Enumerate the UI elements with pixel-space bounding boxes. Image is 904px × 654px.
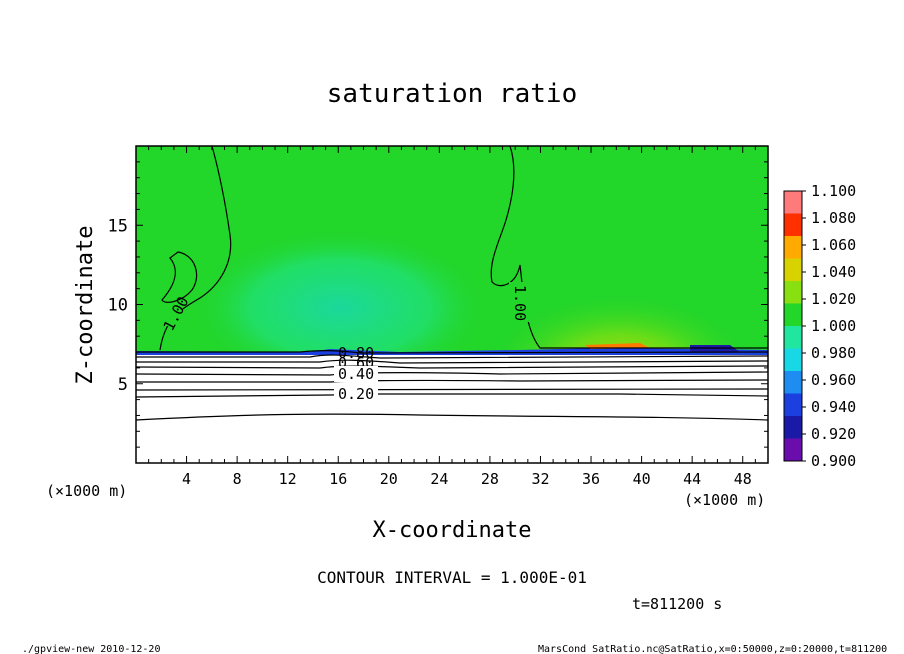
colorbar-swatch [784,236,802,259]
contour-label-0-40: 0.40 [338,365,374,383]
contour-label-0-80: 0.80 [338,344,374,362]
contour-labels: 1.00 1.00 0.80 0.60 0.40 0.20 [158,282,531,403]
dry-region [136,352,768,463]
colorbar-label: 1.040 [811,263,856,281]
contour-interval-text: CONTOUR INTERVAL = 1.000E-01 [317,568,587,587]
colorbar-swatch [784,438,802,461]
contour-0-70 [136,359,768,364]
x-unit-left: (×1000 m) [46,482,127,500]
x-tick-label: 20 [380,470,398,488]
colorbar-label: 0.980 [811,344,856,362]
plot-area: 1.00 1.00 0.80 0.60 0.40 0.20 [136,146,768,463]
colorbar-label: 1.000 [811,317,856,335]
x-tick-label: 16 [329,470,347,488]
colorbar-swatch [784,281,802,304]
cloud-base-band [136,348,768,355]
colorbar-label: 0.900 [811,452,856,470]
colorbar-swatch [784,393,802,416]
contour-0-80 [136,354,768,359]
y-tick-label: 10 [108,296,128,316]
y-axis-ticks: 5 10 15 [108,161,768,448]
colorbar-label: 0.920 [811,425,856,443]
chart-title: saturation ratio [327,79,577,109]
x-tick-label: 32 [531,470,549,488]
contour-label-0-20: 0.20 [338,385,374,403]
colorbar-swatch [784,191,802,214]
colorbar-swatch [784,303,802,326]
x-unit-right: (×1000 m) [684,491,765,509]
contour-0-20 [136,393,768,398]
x-axis-label: X-coordinate [373,518,532,543]
colorbar-label: 0.940 [811,398,856,416]
x-tick-label: 8 [233,470,242,488]
subsaturated-blob [190,220,490,380]
y-tick-label: 15 [108,216,128,236]
x-tick-label: 40 [633,470,651,488]
x-tick-label: 44 [683,470,701,488]
footer-left: ./gpview-new 2010-12-20 [22,644,160,654]
x-tick-label: 28 [481,470,499,488]
x-tick-label: 36 [582,470,600,488]
x-tick-label: 24 [430,470,448,488]
contour-0-30 [136,388,768,391]
colorbar-label: 1.020 [811,290,856,308]
x-tick-label: 48 [734,470,752,488]
colorbar-label: 1.060 [811,236,856,254]
colorbar-swatch [784,213,802,236]
colorbar-swatch [784,258,802,281]
x-axis-ticks: 4 8 12 16 20 24 28 32 36 40 44 48 [148,146,756,488]
contour-1-00-loop [161,251,198,303]
contour-label-1-00-mid: 1.00 [511,285,529,321]
colorbar: 0.900 0.920 0.940 0.960 0.980 1.000 1.020 1.040… [783,182,856,470]
y-axis-label: Z-coordinate [73,226,98,385]
colorbar-swatch [784,326,802,349]
colorbar-label: 1.100 [811,182,856,200]
contour-0-10 [136,413,768,421]
colorbar-swatch [784,416,802,439]
time-text: t=811200 s [632,595,722,613]
footer-right: MarsCond_SatRatio.nc@SatRatio,x=0:50000,… [538,644,887,654]
colorbar-label: 0.960 [811,371,856,389]
x-tick-label: 12 [279,470,297,488]
contour-0-90 [136,350,768,354]
colorbar-label: 1.080 [811,209,856,227]
x-tick-label: 4 [182,470,191,488]
y-tick-label: 5 [118,375,128,395]
colorbar-swatch [784,371,802,394]
colorbar-swatch [784,348,802,371]
